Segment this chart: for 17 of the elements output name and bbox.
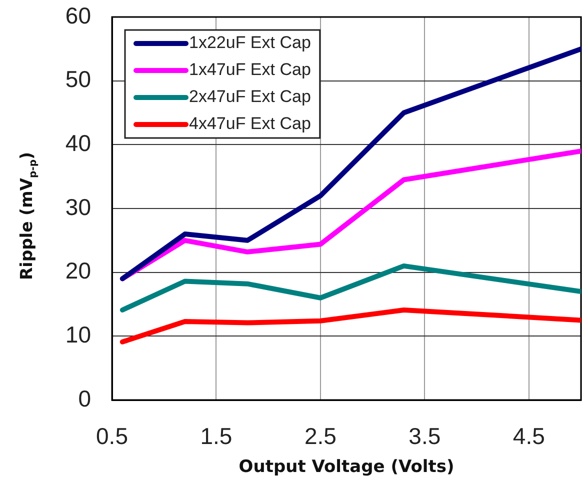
- y-tick-label: 20: [65, 258, 91, 284]
- legend-label: 4x47uF Ext Cap: [189, 114, 311, 134]
- y-tick-label: 0: [78, 385, 91, 412]
- x-tick-label: 4.5: [512, 423, 545, 450]
- y-tick-label: 10: [65, 322, 91, 348]
- y-tick-label: 40: [65, 130, 91, 156]
- y-tick-label: 30: [65, 194, 91, 220]
- legend-label: 1x22uF Ext Cap: [189, 33, 311, 52]
- x-tick-label: 1.5: [200, 423, 232, 450]
- x-axis-title: Output Voltage (Volts): [238, 457, 454, 478]
- x-tick-label: 0.5: [96, 423, 128, 450]
- x-tick-label: 3.5: [408, 423, 441, 450]
- legend-label: 1x47uF Ext Cap: [189, 60, 311, 80]
- legend-label: 2x47uF Ext Cap: [189, 87, 311, 106]
- x-tick-label: 2.5: [304, 423, 336, 450]
- y-tick-label: 50: [65, 66, 91, 92]
- y-tick-label: 60: [65, 2, 91, 28]
